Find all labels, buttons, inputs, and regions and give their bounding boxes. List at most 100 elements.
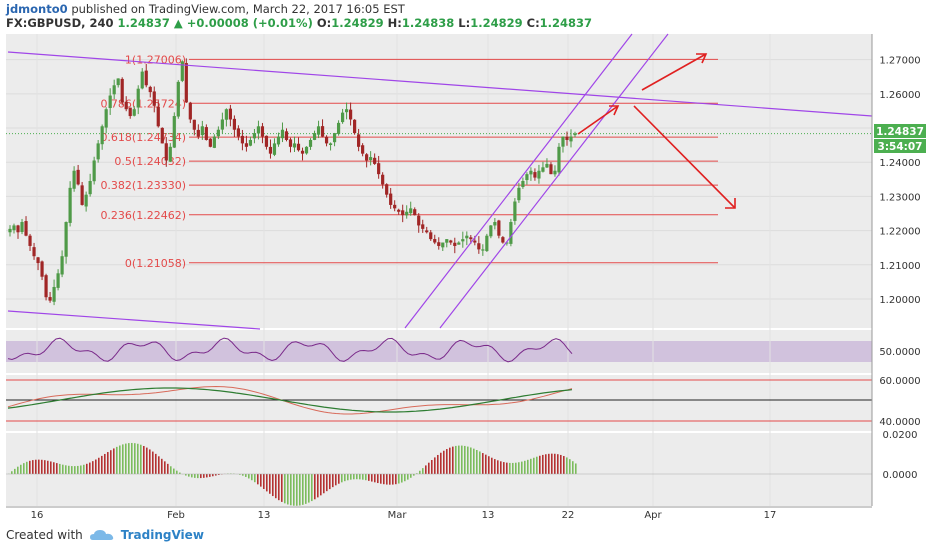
candle-body [453,242,457,246]
macd-bar [416,473,418,474]
macd-bar [452,446,454,474]
candle-body [104,109,108,128]
macd-bar [446,449,448,474]
macd-bar [122,444,124,474]
macd-bar [107,452,109,474]
macd-bar [281,474,283,502]
candle-body [344,109,349,113]
candle-body [393,204,397,209]
macd-bar [305,474,307,504]
macd-bar [503,462,505,474]
macd-bar [515,462,517,474]
candle-body [573,133,577,136]
macd-bar [95,459,97,474]
candle-body [240,135,245,144]
candle-body [485,235,489,252]
macd-bar [401,474,403,483]
macd-bar [518,462,520,474]
candle-body [304,146,309,154]
price-tick-label: 1.21000 [879,261,920,272]
macd-bar [98,457,100,474]
candle-body [296,143,301,151]
macd-bar [296,474,298,506]
candle-body [517,187,521,201]
last-price: 1.24837 [117,16,170,30]
macd-bar [155,453,157,474]
macd-bar [548,453,550,474]
macd-bar [428,462,430,474]
forecast-arrows [577,53,736,209]
macd-bar [410,474,412,478]
channel-lower [439,33,669,329]
candle-body [220,119,224,130]
fib-level-label: 0.236(1.22462) [100,209,186,222]
macd-axis-label-top: 0.0200 [883,430,918,441]
macd-bar [395,474,397,485]
candle-body [120,78,124,103]
macd-bar [125,443,127,474]
published-text: published on TradingView.com, March 22, … [71,2,405,16]
macd-bar [530,458,532,474]
macd-bar [434,457,436,474]
macd-bar [575,463,577,474]
macd-bar [17,466,19,474]
macd-bar [392,474,394,485]
macd-bar [350,474,352,480]
macd-bar [206,474,208,478]
candle-body [349,109,353,120]
macd-bar [209,474,211,477]
candle-body [192,119,196,130]
candle-body [216,129,220,137]
fib-level-label: 0.382(1.23330) [100,179,186,192]
macd-bar [494,459,496,474]
tradingview-brand[interactable]: TradingView [120,528,204,542]
macd-bar [290,474,292,506]
macd-bar [557,454,559,474]
macd-bar [212,474,214,477]
candle-body [44,275,48,298]
author-link[interactable]: jdmonto0 [6,2,68,16]
tradingview-cloud-icon [89,530,113,540]
candle-body [545,163,549,168]
macd-bar [167,463,169,474]
candle-body [292,143,297,148]
candle-body [445,239,449,243]
candle-body [401,210,405,216]
rsi-band [6,341,872,362]
macd-bar [134,443,136,474]
candle-body [557,146,561,173]
time-axis[interactable]: 16 Feb 13 Mar 13 22 Apr 17 [6,506,872,521]
candle-body [316,126,321,135]
macd-bar [335,474,337,486]
stoch-main-line [7,387,573,413]
candle-body [228,108,232,120]
candle-body [469,237,473,240]
macd-bar [533,457,535,474]
candle-body [477,243,481,250]
macd-bar [263,474,265,489]
candle-body [373,157,377,164]
candle-body [188,102,192,120]
candle-body [357,134,361,147]
indicator-axes: 50.0000 60.0000 40.0000 0.0200 0.0000 [879,347,920,481]
candle-body [132,109,136,116]
candle-body [369,157,373,161]
candle-body [148,86,152,93]
candlesticks [8,58,577,306]
candle-body [280,129,285,139]
macd-bar [506,462,508,474]
macd-bar [254,474,256,483]
macd-bar [260,474,262,487]
candle-body [569,136,573,142]
macd-bar [449,447,451,474]
candle-body [64,222,68,257]
macd-bar [194,474,196,478]
macd-bar [512,462,514,474]
candle-body [60,256,64,275]
macd-bar [89,462,91,474]
macd-bar [368,474,370,481]
macd-bar [536,456,538,474]
macd-bar [386,474,388,485]
macd-bar [317,474,319,498]
